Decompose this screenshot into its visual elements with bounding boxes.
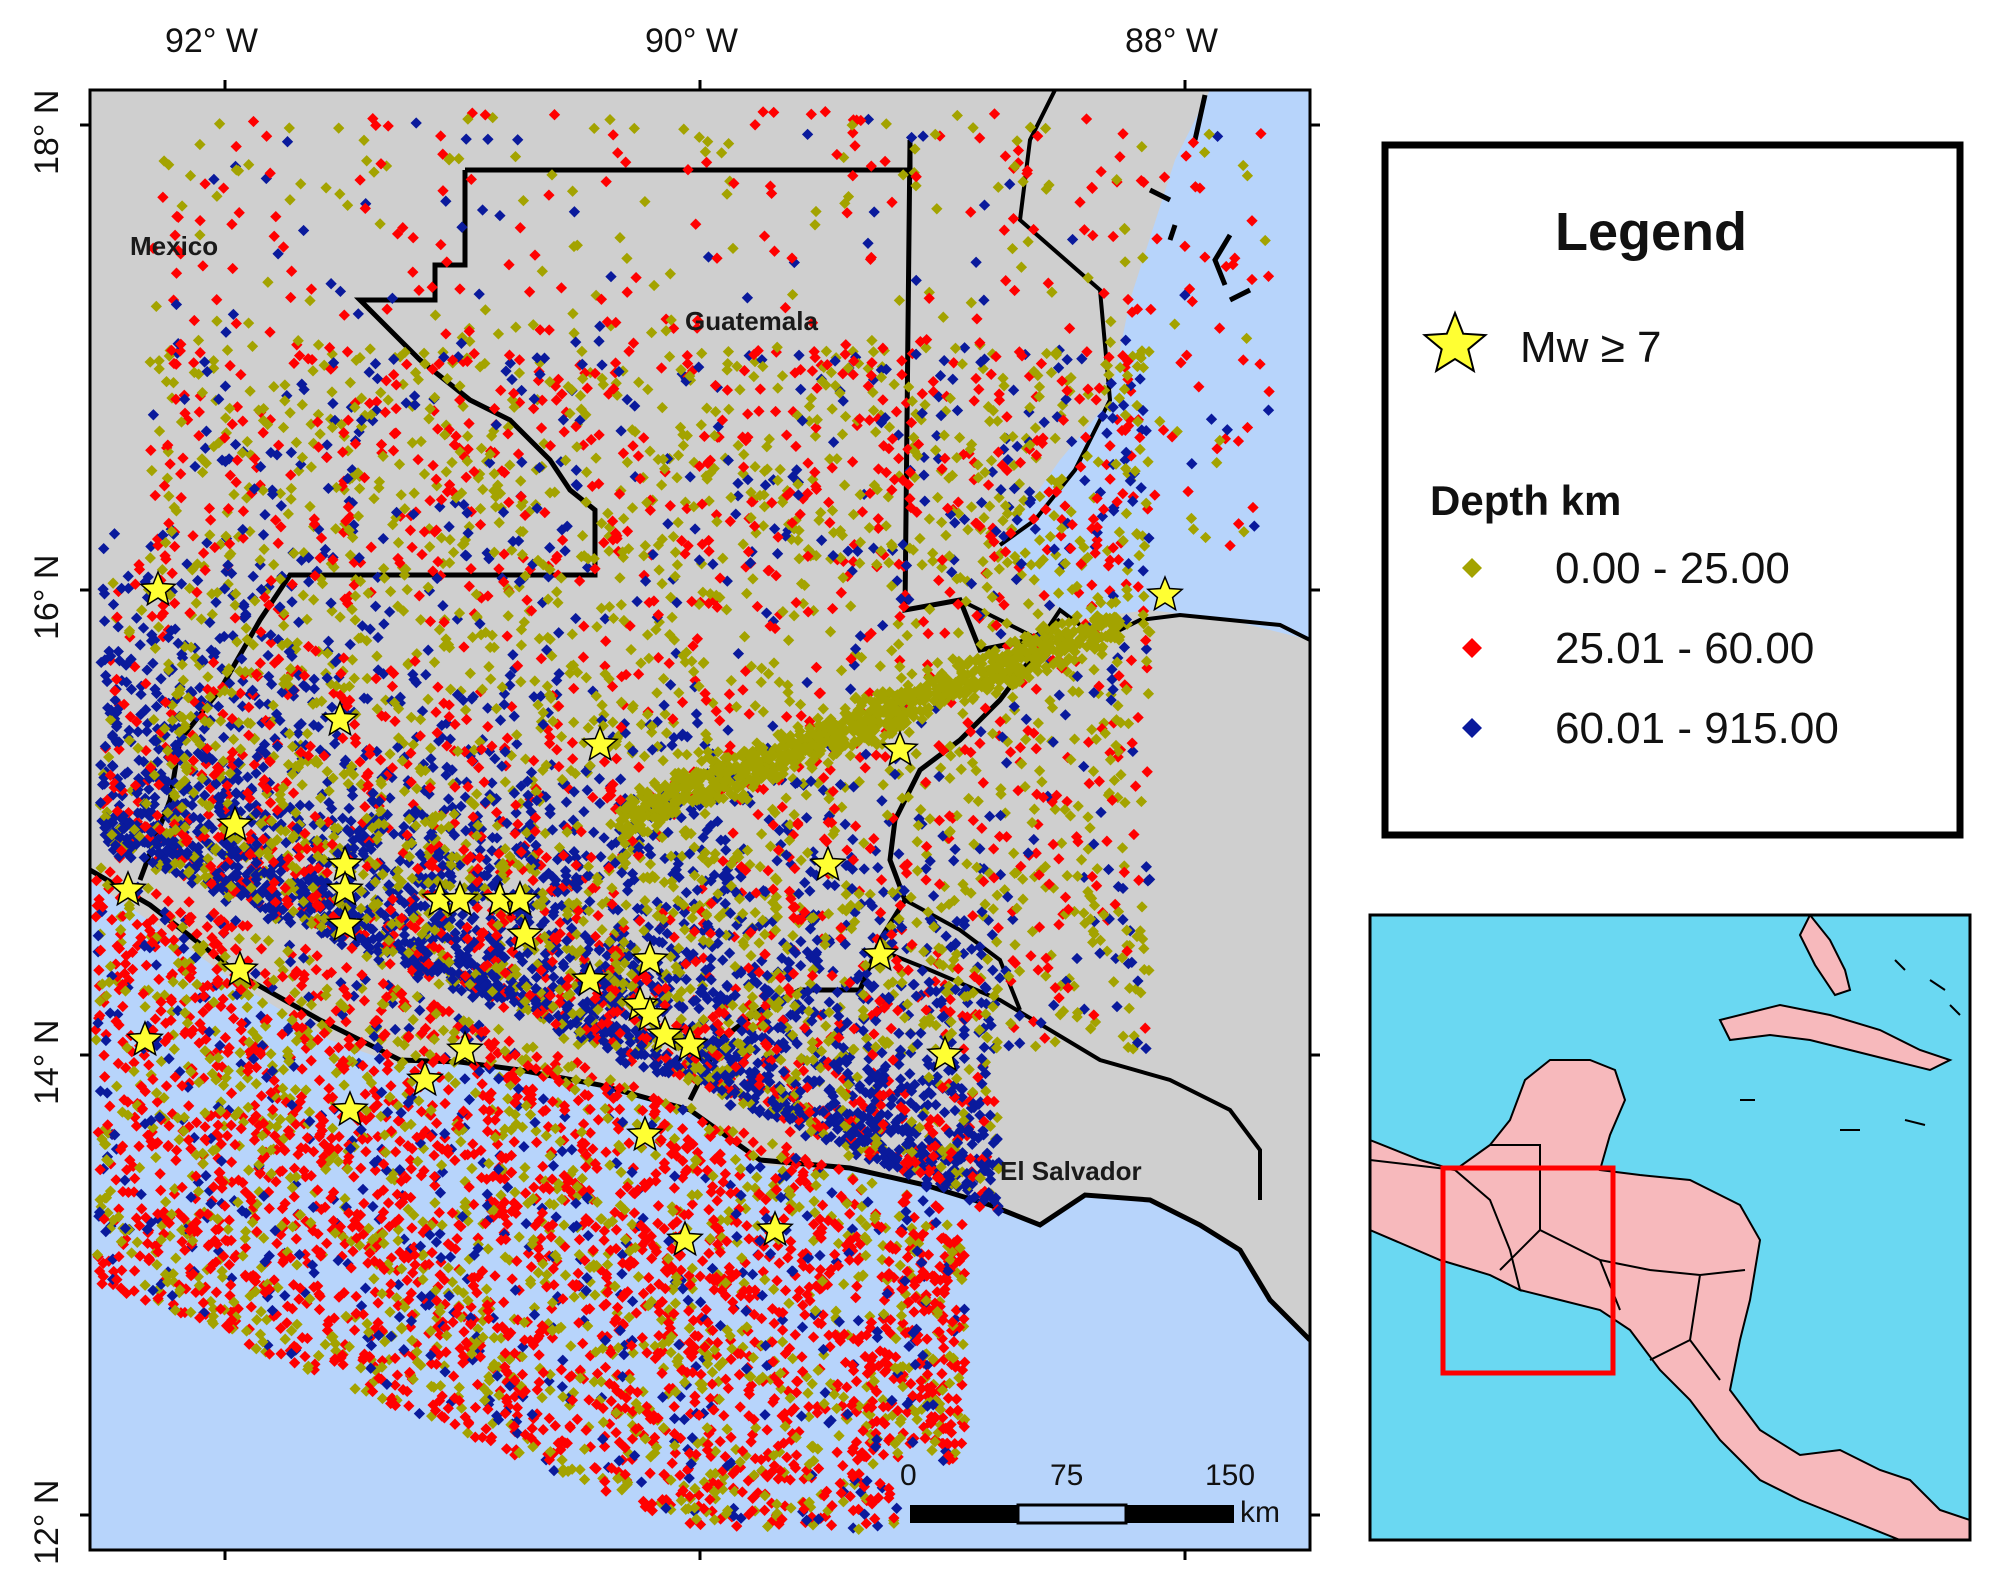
earthquake-point: [605, 818, 617, 830]
earthquake-point: [811, 934, 823, 946]
earthquake-point: [800, 812, 813, 824]
earthquake-point: [578, 805, 590, 818]
earthquake-point: [894, 1073, 907, 1085]
earthquake-point: [474, 844, 486, 856]
yucatan-coast: [998, 90, 1113, 547]
main-map: Mexico Guatemala El Salvador 0 75 150 km…: [28, 22, 1320, 1565]
earthquake-point: [136, 604, 148, 616]
earthquake-point: [916, 965, 929, 977]
earthquake-point: [236, 653, 248, 665]
earthquake-point: [202, 671, 214, 683]
earthquake-point: [666, 739, 678, 751]
earthquake-point: [986, 929, 998, 941]
earthquake-point: [499, 776, 511, 788]
earthquake-point: [784, 1126, 796, 1138]
earthquake-point: [893, 1027, 905, 1040]
earthquake-point: [510, 807, 522, 819]
earthquake-point: [149, 791, 161, 804]
earthquake-point: [978, 1041, 990, 1054]
belize-islands: [1148, 94, 1252, 303]
earthquake-point: [218, 731, 230, 744]
earthquake-point: [140, 677, 152, 690]
earthquake-point: [262, 649, 274, 662]
earthquake-point: [723, 947, 736, 959]
earthquake-point: [882, 1109, 894, 1121]
earthquake-point: [948, 855, 960, 867]
earthquake-point: [723, 1027, 735, 1039]
el-salvador-border: [879, 948, 1262, 1200]
earthquake-point: [346, 789, 359, 802]
earthquake-point: [143, 783, 155, 795]
earthquake-point: [657, 754, 669, 767]
earthquake-point: [803, 994, 815, 1006]
earthquake-points: [90, 106, 1275, 1535]
earthquake-point: [558, 1032, 570, 1045]
earthquake-point: [250, 767, 262, 779]
